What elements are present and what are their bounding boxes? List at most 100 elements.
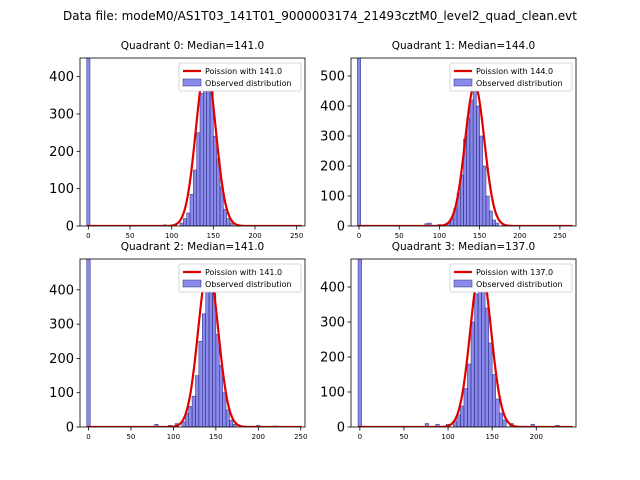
- histogram-bar: [498, 412, 504, 427]
- legend-label-observed: Observed distribution: [476, 280, 563, 289]
- histogram-bar: [484, 307, 489, 427]
- histogram-bar: [470, 321, 475, 427]
- axes-frame: [350, 57, 577, 227]
- y-tick-label: 0: [66, 421, 74, 436]
- histogram-bar: [208, 269, 213, 427]
- x-tick-label: 50: [126, 433, 135, 441]
- histogram-bar: [222, 392, 227, 427]
- legend-label-observed: Observed distribution: [476, 79, 563, 88]
- x-tick-label: 0: [86, 232, 90, 240]
- x-tick-label: 50: [399, 433, 408, 441]
- x-tick-label: 100: [441, 433, 454, 441]
- histogram-bar: [481, 276, 486, 427]
- x-tick-label: 50: [126, 232, 135, 240]
- histogram-bar: [193, 169, 197, 226]
- histogram-bar: [435, 423, 440, 427]
- histogram-bar: [215, 334, 220, 427]
- axes-frame: [79, 258, 306, 428]
- chart-panel-2: Quadrant 2: Median=141.0 0 100 200 300 400 0 50…: [49, 241, 307, 441]
- histogram-bar: [476, 105, 480, 226]
- histogram-bar: [202, 313, 206, 427]
- histogram-bar: [491, 374, 496, 427]
- x-tick-label: 250: [294, 433, 307, 441]
- y-tick-label: 500: [320, 70, 345, 85]
- x-tick-label: 200: [248, 232, 261, 240]
- y-tick-label: 200: [49, 352, 74, 367]
- histogram-bar: [492, 219, 496, 226]
- legend: Poission with 137.0 Observed distribution: [449, 263, 573, 293]
- zero-bin-bar: [86, 259, 91, 427]
- histogram-bar: [495, 398, 500, 427]
- x-tick-label: 150: [473, 232, 486, 240]
- histogram-bar: [195, 375, 200, 427]
- legend-label-fit: Poission with 137.0: [476, 268, 553, 277]
- histogram-bar: [495, 222, 500, 226]
- histogram-bar: [198, 341, 203, 427]
- poisson-fit-line: [86, 64, 302, 226]
- legend-box: [449, 62, 573, 92]
- chart-panel-0: Quadrant 0: Median=141.0 0 100 200 300 400 0 50…: [49, 40, 306, 240]
- histogram-bar: [472, 84, 477, 226]
- histogram-bar: [463, 388, 468, 427]
- histogram-bar: [203, 76, 207, 226]
- y-tick-label: 200: [320, 351, 345, 366]
- y-tick-label: 400: [320, 281, 345, 296]
- histogram-bar: [205, 289, 210, 427]
- legend-label-observed: Observed distribution: [205, 280, 292, 289]
- x-tick-label: 150: [485, 433, 498, 441]
- panel-title-1: Quadrant 1: Median=144.0: [392, 40, 535, 52]
- poisson-fit-line: [86, 266, 302, 427]
- histogram-bar: [191, 395, 196, 427]
- histogram-bar: [469, 99, 474, 226]
- y-tick-label: 200: [320, 160, 345, 175]
- histogram-bar: [183, 218, 187, 226]
- histogram-bar: [488, 342, 493, 427]
- legend-box: [178, 263, 302, 293]
- histogram-bar: [186, 212, 191, 226]
- x-tick-label: 250: [290, 232, 303, 240]
- y-tick-label: 400: [49, 283, 74, 298]
- histogram-bar: [232, 424, 237, 427]
- zero-bin-bar: [86, 58, 91, 226]
- x-tick-label: 150: [207, 232, 220, 240]
- x-tick-label: 200: [252, 433, 265, 441]
- histogram-bar: [479, 135, 484, 226]
- legend-bar-swatch: [453, 279, 473, 288]
- histogram-bar: [485, 195, 490, 226]
- histogram-bar: [474, 293, 479, 427]
- x-tick-label: 200: [513, 232, 526, 240]
- legend-bar-swatch: [182, 279, 202, 288]
- x-tick-label: 100: [165, 232, 178, 240]
- legend-label-fit: Poission with 141.0: [205, 268, 282, 277]
- x-tick-label: 50: [395, 232, 404, 240]
- histogram-bar: [530, 423, 535, 427]
- y-tick-label: 100: [320, 190, 345, 205]
- x-tick-label: 200: [530, 433, 543, 441]
- y-tick-label: 0: [337, 220, 345, 235]
- zero-bin-bar: [357, 58, 361, 226]
- histogram-bar: [218, 365, 223, 427]
- y-tick-label: 100: [320, 386, 345, 401]
- histogram-bar: [502, 419, 507, 427]
- y-tick-label: 300: [49, 108, 74, 123]
- y-tick-label: 100: [49, 182, 74, 197]
- zero-bin-bar: [357, 259, 362, 427]
- histogram-bar: [226, 218, 231, 226]
- y-tick-label: 300: [320, 130, 345, 145]
- histogram-bar: [460, 405, 465, 427]
- histogram-bar: [229, 419, 234, 427]
- legend: Poission with 141.0 Observed distribution: [178, 62, 302, 92]
- legend-bar-swatch: [453, 78, 473, 87]
- histogram-bar: [196, 132, 201, 226]
- legend: Poission with 141.0 Observed distribution: [178, 263, 302, 293]
- chart-panel-3: Quadrant 3: Median=137.0 0 100 200 300 400 0 50…: [320, 241, 577, 441]
- panel-title-0: Quadrant 0: Median=141.0: [121, 40, 264, 52]
- poisson-fit-line: [358, 264, 573, 427]
- histogram-bar: [212, 293, 217, 427]
- chart-panel-1: Quadrant 1: Median=144.00100200300400500…: [320, 40, 577, 240]
- x-tick-label: 250: [553, 232, 566, 240]
- histogram-bar: [466, 117, 471, 226]
- histogram-bar: [189, 194, 194, 226]
- legend: Poission with 144.0 Observed distribution: [449, 62, 573, 92]
